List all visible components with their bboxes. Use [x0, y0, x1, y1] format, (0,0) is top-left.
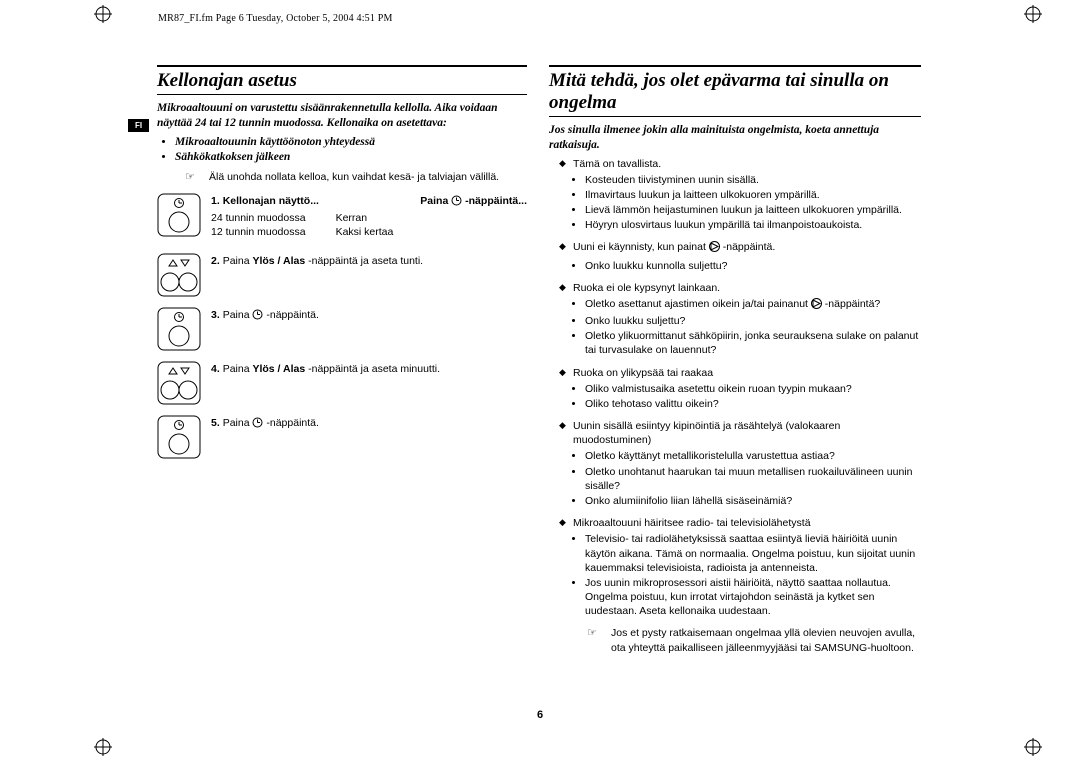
troubleshoot-lead: Tämä on tavallista.: [559, 157, 921, 171]
right-title: Mitä tehdä, jos olet epävarma tai sinull…: [549, 65, 921, 117]
troubleshoot-lead: Uuni ei käynnisty, kun painat -näppäintä…: [559, 240, 921, 256]
troubleshoot-item: Uuni ei käynnisty, kun painat -näppäintä…: [559, 240, 921, 272]
step-2: 2. Paina Ylös / Alas -näppäintä ja aseta…: [157, 253, 527, 293]
step-3-num: 3.: [211, 309, 220, 321]
troubleshoot-sub: Jos uunin mikroprosessori aistii häiriöi…: [585, 576, 921, 619]
troubleshoot-sublist: Onko luukku kunnolla suljettu?: [573, 259, 921, 273]
step-2-pre: Paina: [223, 255, 253, 267]
troubleshoot-sub: Oliko valmistusaika asetettu oikein ruoa…: [585, 382, 921, 396]
troubleshoot-sublist: Kosteuden tiivistyminen uunin sisällä.Il…: [573, 173, 921, 233]
crop-mark-br: [1023, 737, 1039, 753]
troubleshoot-sub: Oliko tehotaso valittu oikein?: [585, 397, 921, 411]
troubleshoot-sub: Ilmavirtaus luukun ja laitteen ulkokuore…: [585, 188, 921, 202]
troubleshoot-lead: Mikroaaltouuni häiritsee radio- tai tele…: [559, 516, 921, 530]
step-4: 4. Paina Ylös / Alas -näppäintä ja aseta…: [157, 361, 527, 401]
step-1-head-left: Kellonajan näyttö...: [223, 195, 319, 207]
step-5: 5. Paina -näppäintä.: [157, 415, 527, 455]
step-1-r1: Kerran: [336, 211, 394, 225]
troubleshoot-sublist: Oliko valmistusaika asetettu oikein ruoa…: [573, 382, 921, 411]
troubleshoot-sub: Oletko asettanut ajastimen oikein ja/tai…: [585, 297, 921, 313]
clock-button-icon: [157, 307, 201, 347]
troubleshoot-sub: Lievä lämmön heijastuminen luukun ja lai…: [585, 203, 921, 217]
step-3-post: -näppäintä.: [263, 309, 318, 321]
troubleshoot-item: Tämä on tavallista. Kosteuden tiivistymin…: [559, 157, 921, 233]
page-content: Kellonajan asetus Mikroaaltouuni on varu…: [157, 65, 921, 655]
right-column: Mitä tehdä, jos olet epävarma tai sinull…: [549, 65, 921, 655]
left-title: Kellonajan asetus: [157, 65, 527, 95]
troubleshoot-lead: Ruoka ei ole kypsynyt lainkaan.: [559, 281, 921, 295]
troubleshoot-sub: Onko alumiinifolio liian lähellä sisäsei…: [585, 494, 921, 508]
troubleshoot-sub: Televisio- tai radiolähetyksissä saattaa…: [585, 532, 921, 575]
page-number: 6: [0, 709, 1080, 721]
clock-inline-icon: [451, 195, 462, 209]
clock-button-icon: [157, 193, 201, 233]
troubleshoot-sub: Oletko käyttänyt metallikoristelulla var…: [585, 449, 921, 463]
right-intro: Jos sinulla ilmenee jokin alla mainituis…: [549, 123, 921, 153]
note-icon: ☞: [587, 626, 601, 654]
troubleshoot-sub: Oletko ylikuormittanut sähköpiirin, jonk…: [585, 329, 921, 357]
troubleshoot-sub: Höyryn ulosvirtaus luukun ympärillä tai …: [585, 218, 921, 232]
step-2-post: -näppäintä ja aseta tunti.: [305, 255, 423, 267]
troubleshoot-item: Ruoka on ylikypsää tai raakaa Oliko valmi…: [559, 366, 921, 412]
step-5-pre: Paina: [223, 417, 253, 429]
troubleshoot-item: Uunin sisällä esiintyy kipinöintiä ja rä…: [559, 419, 921, 508]
clock-inline-icon: [252, 309, 263, 323]
step-4-bold: Ylös / Alas: [252, 363, 305, 375]
troubleshoot-lead: Uunin sisällä esiintyy kipinöintiä ja rä…: [559, 419, 921, 447]
troubleshoot-item: Mikroaaltouuni häiritsee radio- tai tele…: [559, 516, 921, 618]
step-2-bold: Ylös / Alas: [252, 255, 305, 267]
troubleshoot-sub: Oletko unohtanut haarukan tai muun metal…: [585, 465, 921, 493]
left-note-text: Älä unohda nollata kelloa, kun vaihdat k…: [209, 170, 499, 185]
troubleshoot-list: Tämä on tavallista. Kosteuden tiivistymin…: [549, 157, 921, 619]
troubleshoot-sublist: Televisio- tai radiolähetyksissä saattaa…: [573, 532, 921, 618]
troubleshoot-sub: Onko luukku kunnolla suljettu?: [585, 259, 921, 273]
step-4-pre: Paina: [223, 363, 253, 375]
step-3-pre: Paina: [223, 309, 253, 321]
troubleshoot-sublist: Oletko asettanut ajastimen oikein ja/tai…: [573, 297, 921, 358]
troubleshoot-lead: Ruoka on ylikypsää tai raakaa: [559, 366, 921, 380]
left-column: Kellonajan asetus Mikroaaltouuni on varu…: [157, 65, 527, 655]
troubleshoot-sub: Onko luukku suljettu?: [585, 314, 921, 328]
step-1-head-right-pre: Paina: [420, 195, 451, 207]
step-5-num: 5.: [211, 417, 220, 429]
crop-mark-tl: [93, 4, 109, 20]
crop-mark-tr: [1023, 4, 1039, 20]
step-3: 3. Paina -näppäintä.: [157, 307, 527, 347]
updown-button-icon: [157, 361, 201, 401]
step-4-post: -näppäintä ja aseta minuutti.: [305, 363, 440, 375]
left-intro: Mikroaaltouuni on varustettu sisäänraken…: [157, 101, 527, 131]
step-1-head-right-post: -näppäintä...: [462, 195, 527, 207]
left-note: ☞ Älä unohda nollata kelloa, kun vaihdat…: [185, 170, 527, 185]
troubleshoot-sublist: Oletko käyttänyt metallikoristelulla var…: [573, 449, 921, 508]
step-1-l1: 24 tunnin muodossa: [211, 211, 306, 225]
language-tab: FI: [128, 119, 149, 132]
steps: 1. Kellonajan näyttö... Paina -näppäintä…: [157, 193, 527, 455]
step-5-post: -näppäintä.: [263, 417, 318, 429]
left-bullet-1: Mikroaaltouunin käyttöönoton yhteydessä: [175, 135, 527, 151]
step-1: 1. Kellonajan näyttö... Paina -näppäintä…: [157, 193, 527, 239]
step-4-num: 4.: [211, 363, 220, 375]
note-icon: ☞: [185, 170, 199, 185]
doc-header: MR87_FI.fm Page 6 Tuesday, October 5, 20…: [158, 13, 393, 24]
step-1-l2: 12 tunnin muodossa: [211, 225, 306, 239]
left-bullet-2: Sähkökatkoksen jälkeen: [175, 150, 527, 166]
crop-mark-bl: [93, 737, 109, 753]
final-note-text: Jos et pysty ratkaisemaan ongelmaa yllä …: [611, 626, 921, 654]
troubleshoot-sub: Kosteuden tiivistyminen uunin sisällä.: [585, 173, 921, 187]
step-1-r2: Kaksi kertaa: [336, 225, 394, 239]
step-2-num: 2.: [211, 255, 220, 267]
clock-button-icon: [157, 415, 201, 455]
left-bullets: Mikroaaltouunin käyttöönoton yhteydessä …: [175, 135, 527, 166]
troubleshoot-item: Ruoka ei ole kypsynyt lainkaan. Oletko as…: [559, 281, 921, 358]
final-note: ☞ Jos et pysty ratkaisemaan ongelmaa yll…: [587, 626, 921, 654]
updown-button-icon: [157, 253, 201, 293]
clock-inline-icon: [252, 417, 263, 431]
step-1-num: 1.: [211, 195, 220, 207]
